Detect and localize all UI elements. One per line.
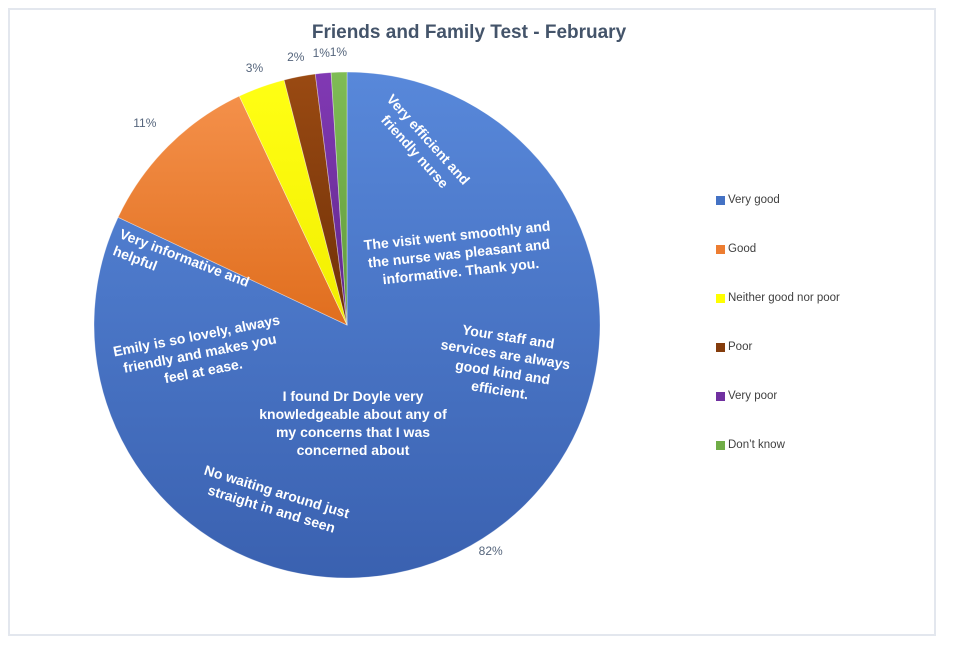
legend-swatch-icon bbox=[716, 440, 725, 450]
pie-slice-don-t-know[interactable] bbox=[330, 71, 348, 326]
data-label-poor: 2% bbox=[287, 49, 305, 64]
legend-label: Very good bbox=[728, 194, 780, 206]
legend-swatch-icon bbox=[716, 391, 725, 401]
data-label-don-t-know: 1% bbox=[329, 44, 348, 59]
data-label-good: 11% bbox=[133, 115, 157, 130]
pie-slice-good[interactable] bbox=[117, 95, 348, 326]
legend-label: Poor bbox=[728, 341, 753, 353]
legend-label: Don’t know bbox=[728, 439, 785, 451]
pie-slice-very-poor[interactable] bbox=[314, 72, 348, 326]
pie-slice-neither-good-nor-poor[interactable] bbox=[238, 79, 348, 326]
data-label-very-poor: 1% bbox=[312, 45, 330, 60]
legend-item-very-poor[interactable]: Very poor bbox=[716, 390, 840, 402]
data-label-very-good: 82% bbox=[478, 544, 503, 559]
pie-slice-poor[interactable] bbox=[283, 73, 348, 326]
legend-swatch-icon bbox=[716, 195, 725, 205]
legend-item-good[interactable]: Good bbox=[716, 243, 840, 255]
legend-label: Neither good nor poor bbox=[728, 292, 840, 304]
legend-swatch-icon bbox=[716, 244, 725, 254]
legend-label: Good bbox=[728, 243, 757, 255]
legend-swatch-icon bbox=[716, 342, 725, 352]
data-label-neither-good-nor-poor: 3% bbox=[245, 60, 264, 75]
legend-item-very-good[interactable]: Very good bbox=[716, 194, 840, 206]
legend-item-don-t-know[interactable]: Don’t know bbox=[716, 439, 840, 451]
legend-swatch-icon bbox=[716, 293, 725, 303]
legend-item-poor[interactable]: Poor bbox=[716, 341, 840, 353]
chart-legend: Very good Good Neither good nor poor Poor Ve… bbox=[716, 194, 840, 451]
pie-slice-very-good[interactable] bbox=[93, 71, 601, 579]
chart-title: Friends and Family Test - February bbox=[311, 22, 627, 43]
legend-label: Very poor bbox=[728, 390, 778, 402]
legend-item-neither-good-nor-poor[interactable]: Neither good nor poor bbox=[716, 292, 840, 304]
